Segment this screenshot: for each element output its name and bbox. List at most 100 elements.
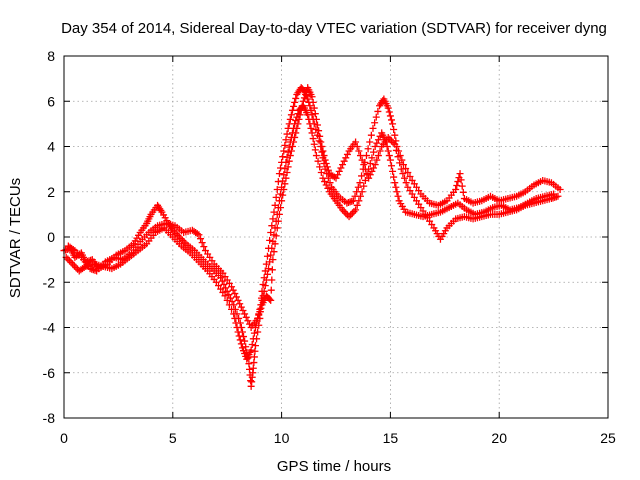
- y-tick-label: -8: [43, 410, 56, 426]
- data-point: [353, 143, 361, 150]
- data-point: [372, 113, 380, 121]
- data-point: [386, 112, 394, 120]
- data-point: [457, 176, 465, 184]
- data-point: [314, 157, 322, 165]
- data-point: [323, 163, 331, 171]
- data-point: [283, 169, 291, 177]
- grid-lines: [64, 56, 608, 418]
- x-tick-label: 20: [491, 430, 507, 446]
- data-point: [280, 147, 288, 155]
- data-point: [392, 183, 400, 191]
- data-point: [319, 147, 327, 155]
- data-point: [404, 169, 412, 177]
- data-point: [292, 129, 300, 137]
- data-point: [368, 167, 376, 175]
- data-point: [282, 158, 290, 166]
- data-point: [317, 138, 325, 146]
- data-point: [267, 286, 275, 294]
- data-point: [324, 166, 332, 174]
- data-point: [229, 286, 237, 294]
- data-point: [272, 232, 280, 240]
- data-point: [268, 276, 276, 284]
- data-point: [353, 201, 361, 209]
- data-point: [399, 161, 407, 169]
- data-point: [263, 252, 271, 260]
- data-point: [374, 152, 382, 160]
- data-point: [286, 152, 294, 160]
- data-point: [456, 170, 464, 178]
- data-point: [273, 185, 281, 193]
- data-point: [193, 230, 201, 238]
- data-point: [254, 314, 262, 322]
- data-point: [281, 180, 289, 188]
- data-point: [282, 174, 290, 182]
- data-point: [311, 146, 319, 154]
- data-point: [305, 115, 313, 123]
- data-point: [356, 179, 364, 187]
- data-point: [195, 231, 203, 239]
- data-point: [274, 217, 282, 225]
- data-point: [358, 172, 366, 180]
- data-point: [376, 147, 384, 155]
- data-point: [294, 120, 302, 128]
- data-point: [64, 255, 72, 263]
- data-point: [373, 139, 381, 147]
- data-point: [315, 127, 323, 135]
- data-point: [402, 179, 410, 187]
- data-point: [267, 251, 275, 259]
- data-point: [390, 173, 398, 181]
- data-point: [225, 291, 233, 299]
- data-point: [218, 277, 226, 285]
- data-point: [322, 159, 330, 167]
- data-point: [239, 307, 247, 315]
- data-point: [304, 95, 312, 103]
- data-point: [257, 304, 265, 312]
- data-point: [339, 161, 347, 169]
- data-point: [352, 138, 360, 146]
- data-point: [241, 310, 249, 318]
- data-point: [390, 126, 398, 134]
- data-point: [362, 152, 370, 160]
- data-point: [454, 178, 462, 186]
- data-point: [311, 110, 319, 118]
- data-point: [348, 209, 356, 217]
- data-point: [360, 161, 368, 169]
- data-point: [271, 240, 279, 248]
- data-point: [255, 311, 263, 319]
- y-tick-label: 0: [47, 229, 55, 245]
- data-point: [397, 165, 405, 173]
- y-axis-title: SDTVAR / TECUs: [7, 178, 24, 298]
- data-point: [345, 213, 353, 221]
- data-point: [312, 115, 320, 123]
- data-point: [198, 239, 206, 247]
- data-point: [309, 135, 317, 143]
- data-point: [234, 296, 242, 304]
- data-point: [352, 206, 360, 214]
- data-point: [371, 143, 379, 150]
- data-point: [392, 146, 400, 154]
- data-point: [358, 156, 366, 164]
- data-point: [223, 296, 231, 304]
- y-tick-label: 8: [47, 48, 55, 64]
- data-point: [389, 120, 397, 128]
- data-point: [394, 153, 402, 161]
- data-point: [281, 141, 289, 149]
- data-point: [290, 102, 298, 110]
- data-point: [314, 121, 322, 129]
- x-tick-label: 5: [169, 430, 177, 446]
- data-point: [384, 147, 392, 155]
- data-point: [406, 172, 414, 180]
- data-point: [298, 102, 306, 110]
- data-point: [247, 346, 255, 354]
- data-point: [358, 188, 366, 196]
- data-point: [290, 138, 298, 146]
- data-point: [233, 324, 241, 331]
- data-point: [363, 170, 371, 178]
- data-point: [458, 182, 466, 190]
- data-point: [286, 115, 294, 123]
- data-point: [65, 257, 73, 265]
- data-point: [297, 106, 305, 114]
- data-point: [394, 192, 402, 200]
- data-point: [374, 136, 382, 144]
- data-point: [391, 179, 399, 187]
